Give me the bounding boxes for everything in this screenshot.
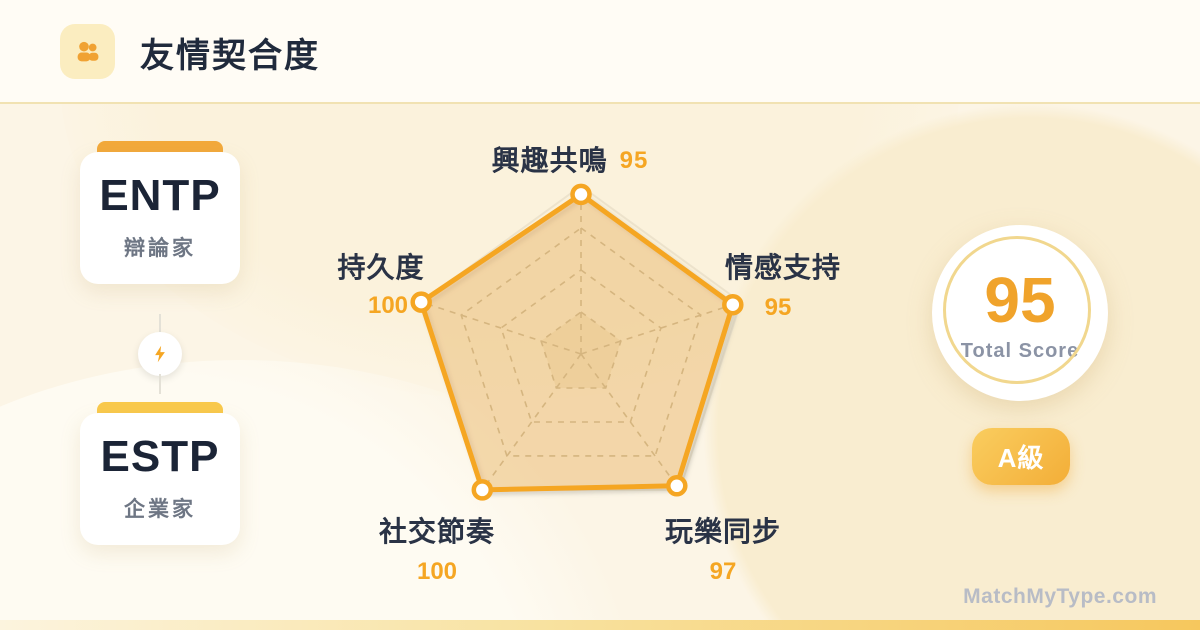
bottom-accent-bar [0,620,1200,630]
grade-badge: A級 [972,428,1070,485]
connector-line-bottom [159,374,161,394]
score-ring [943,236,1091,384]
left-type-nickname: 辯論家 [124,237,196,260]
left-card-body: ENTP 辯論家 [80,152,240,284]
total-score-circle: 95 Total Score [932,225,1108,401]
left-accent-bar [97,141,223,155]
type-card-left: ENTP 辯論家 [80,141,240,286]
right-accent-bar [97,402,223,416]
watermark: MatchMyType.com [963,585,1157,608]
right-card-body: ESTP 企業家 [80,413,240,545]
connector-line-top [159,314,161,334]
header: 友情契合度 [0,0,1200,104]
page-title: 友情契合度 [140,36,320,75]
type-card-right: ESTP 企業家 [80,402,240,547]
lightning-icon [138,332,182,376]
right-type-nickname: 企業家 [124,498,196,521]
left-type-code: ENTP [99,171,221,220]
people-icon [60,24,115,79]
right-type-code: ESTP [100,432,220,481]
